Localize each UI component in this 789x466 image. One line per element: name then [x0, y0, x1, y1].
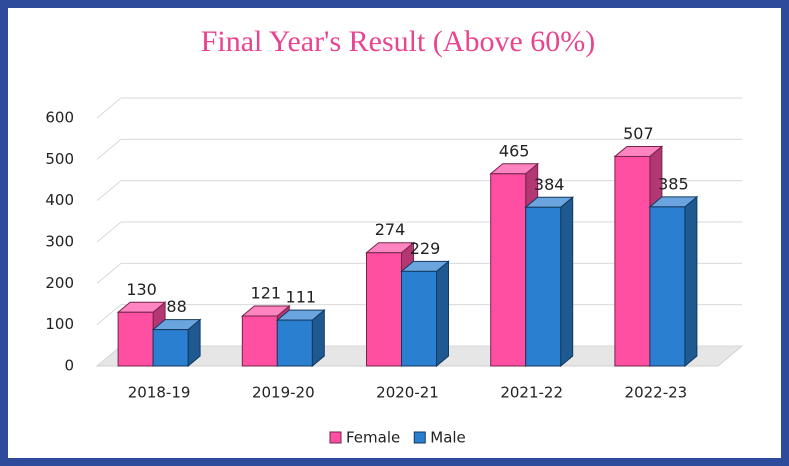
x-tick-label: 2020-21: [376, 384, 439, 402]
bar-front: [152, 329, 189, 367]
grid-line: [96, 138, 742, 160]
value-label: 507: [623, 124, 654, 143]
bar-side: [436, 260, 449, 368]
bar-front: [490, 173, 527, 367]
legend-swatch: [413, 431, 426, 444]
legend-label: Male: [430, 429, 466, 447]
x-tick-label: 2022-23: [625, 384, 688, 402]
bar-side: [560, 196, 574, 368]
value-label: 385: [658, 174, 689, 193]
bar-front: [241, 315, 278, 367]
y-tick-label: 500: [45, 150, 74, 168]
x-tick-label: 2019-20: [252, 384, 315, 402]
bar: [151, 318, 202, 368]
x-tick-label: 2021-22: [500, 384, 563, 402]
y-tick-label: 0: [64, 357, 74, 375]
bar: [648, 195, 699, 368]
y-tick-label: 600: [45, 109, 74, 127]
bar-front: [649, 206, 686, 367]
y-tick-label: 200: [45, 274, 74, 292]
value-label: 88: [166, 297, 186, 316]
value-label: 229: [410, 239, 441, 258]
grid-line: [96, 97, 742, 119]
value-label: 465: [499, 141, 530, 160]
value-label: 384: [534, 175, 565, 194]
bar-front: [614, 155, 651, 367]
legend-label: Female: [346, 429, 400, 447]
y-tick-label: 100: [45, 315, 74, 333]
bar-front: [117, 311, 154, 367]
legend-swatch: [329, 431, 342, 444]
value-label: 274: [375, 220, 406, 239]
bar-side: [684, 195, 698, 368]
bar-front: [276, 319, 313, 367]
y-tick-label: 400: [45, 191, 74, 209]
y-tick-label: 300: [45, 233, 74, 251]
value-label: 111: [286, 288, 317, 307]
bar: [524, 196, 575, 368]
bar-front: [366, 252, 402, 367]
value-label: 121: [251, 283, 282, 302]
bar-front: [401, 270, 437, 367]
x-tick-label: 2018-19: [128, 384, 191, 402]
chart-title: Final Year's Result (Above 60%): [201, 25, 596, 58]
bar: [400, 260, 450, 368]
value-label: 130: [126, 280, 157, 299]
bar-front: [525, 206, 562, 367]
bar: [275, 309, 326, 368]
